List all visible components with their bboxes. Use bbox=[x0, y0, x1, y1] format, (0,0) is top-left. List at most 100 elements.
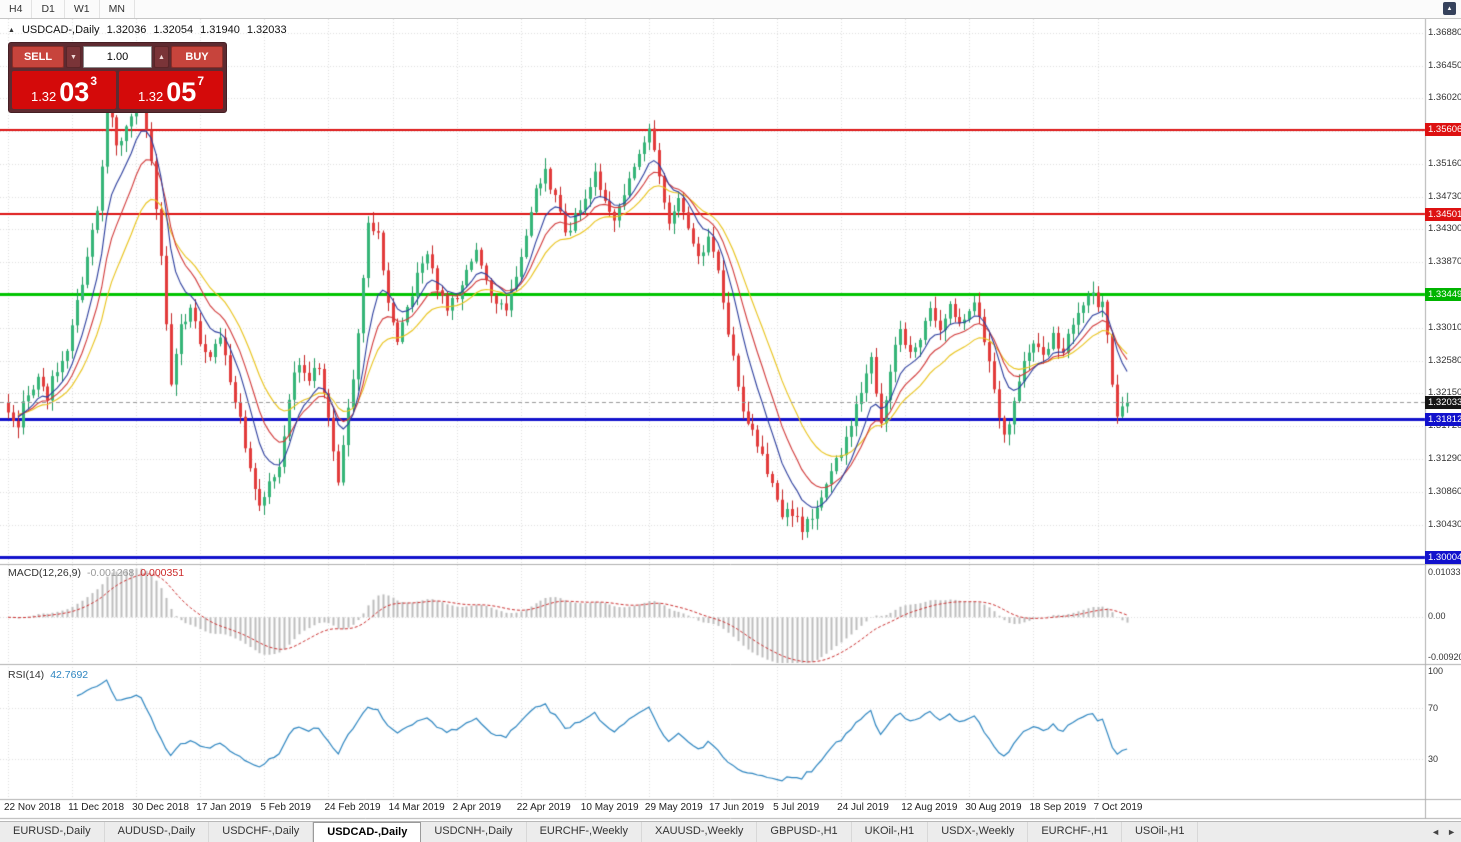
tabs-scroll-left-button[interactable]: ◄ bbox=[1431, 827, 1441, 837]
macd-main-value: -0.001268 bbox=[86, 567, 135, 579]
tab-scroll-controls: ◄ ► bbox=[1426, 822, 1461, 842]
ask-pipette: 7 bbox=[197, 74, 205, 88]
time-axis-label: 17 Jun 2019 bbox=[708, 802, 765, 813]
price-axis-label: 1.31290 bbox=[1428, 453, 1461, 465]
chart-ohlc-header: ▲ USDCAD-,Daily 1.32036 1.32054 1.31940 … bbox=[8, 24, 287, 36]
timeframe-toolbar: H4 D1 W1 MN ▲ bbox=[0, 0, 1461, 19]
time-axis-label: 24 Jul 2019 bbox=[837, 802, 889, 813]
chart-tab[interactable]: AUDUSD-,Daily bbox=[105, 822, 210, 842]
price-axis-label: 1.30860 bbox=[1428, 485, 1461, 497]
high-value: 1.32054 bbox=[153, 24, 194, 36]
price-line-badge[interactable]: 1.31812 bbox=[1425, 412, 1461, 426]
chart-tab[interactable]: UKOil-,H1 bbox=[852, 822, 929, 842]
price-axis-label: 1.34730 bbox=[1428, 190, 1461, 202]
volume-decrease-button[interactable]: ▼ bbox=[66, 46, 81, 68]
price-axis[interactable]: 1.36880 1.36450 1.36020 1.35160 1.34730 1.343… bbox=[1425, 19, 1461, 818]
toolbar-corner-button[interactable]: ▲ bbox=[1443, 2, 1456, 15]
macd-axis-max: 0.010331 bbox=[1428, 567, 1461, 577]
timeframe-button-w1[interactable]: W1 bbox=[65, 0, 100, 18]
price-axis-label: 1.35160 bbox=[1428, 157, 1461, 169]
time-axis-label: 5 Jul 2019 bbox=[773, 802, 820, 813]
sell-button[interactable]: SELL bbox=[12, 46, 64, 68]
rsi-name: RSI(14) bbox=[8, 669, 45, 681]
bid-big-digits: 03 bbox=[59, 77, 90, 107]
chevron-down-icon: ▼ bbox=[70, 53, 77, 61]
price-line-badge[interactable]: 1.33449 bbox=[1425, 287, 1461, 301]
chart-tabs: EURUSD-,Daily AUDUSD-,Daily USDCHF-,Daily U… bbox=[0, 822, 1426, 842]
timeframe-button-h4[interactable]: H4 bbox=[0, 0, 33, 18]
price-axis-label: 1.33870 bbox=[1428, 256, 1461, 268]
time-axis-label: 29 May 2019 bbox=[644, 802, 703, 813]
time-axis[interactable]: 22 Nov 2018 11 Dec 2018 30 Dec 2018 17 Jan … bbox=[0, 800, 1425, 817]
price-axis-label: 1.34300 bbox=[1428, 223, 1461, 235]
price-axis-label: 1.30430 bbox=[1428, 518, 1461, 530]
rsi-label: RSI(14) 42.7692 bbox=[8, 669, 88, 681]
bid-price-button[interactable]: 1.32 03 3 bbox=[12, 71, 116, 109]
ask-prefix: 1.32 bbox=[137, 89, 164, 104]
price-line-badge[interactable]: 1.30004 bbox=[1425, 550, 1461, 564]
chevron-up-icon: ▲ bbox=[158, 53, 165, 61]
price-axis-label: 1.36880 bbox=[1428, 26, 1461, 38]
chart-tab[interactable]: USDCHF-,Daily bbox=[209, 822, 314, 842]
chart-tab[interactable]: USDCAD-,Daily bbox=[313, 822, 422, 842]
time-axis-label: 11 Dec 2018 bbox=[68, 802, 125, 813]
ask-price-button[interactable]: 1.32 05 7 bbox=[119, 71, 223, 109]
macd-name: MACD(12,26,9) bbox=[8, 567, 81, 579]
one-click-trading-panel: SELL ▼ ▲ BUY 1.32 03 3 1.32 05 7 bbox=[8, 42, 227, 113]
collapse-icon[interactable]: ▲ bbox=[8, 26, 15, 34]
price-axis-label: 1.31720 bbox=[1428, 420, 1461, 432]
chart-tab[interactable]: GBPUSD-,H1 bbox=[757, 822, 852, 842]
price-axis-label: 1.36020 bbox=[1428, 92, 1461, 104]
volume-input[interactable] bbox=[83, 46, 152, 68]
trade-prices-row: 1.32 03 3 1.32 05 7 bbox=[12, 71, 223, 109]
price-axis-label: 1.32580 bbox=[1428, 354, 1461, 366]
macd-axis-zero: 0.00 bbox=[1428, 611, 1446, 622]
time-axis-label: 10 May 2019 bbox=[580, 802, 639, 813]
up-arrow-icon: ▲ bbox=[1446, 5, 1453, 12]
ask-big-digits: 05 bbox=[166, 77, 197, 107]
bid-prefix: 1.32 bbox=[30, 89, 57, 104]
chart-tab[interactable]: USDX-,Weekly bbox=[928, 822, 1029, 842]
time-axis-label: 17 Jan 2019 bbox=[196, 802, 252, 813]
time-axis-label: 5 Feb 2019 bbox=[260, 802, 311, 813]
trade-controls-row: SELL ▼ ▲ BUY bbox=[12, 46, 223, 68]
time-axis-label: 30 Dec 2018 bbox=[132, 802, 189, 813]
timeframe-buttons: H4 D1 W1 MN bbox=[0, 0, 135, 18]
rsi-axis-top: 100 bbox=[1428, 666, 1444, 676]
chart-tabs-bar: EURUSD-,Daily AUDUSD-,Daily USDCHF-,Daily U… bbox=[0, 821, 1461, 842]
rsi-axis-high: 70 bbox=[1428, 703, 1439, 714]
chart-tab[interactable]: EURCHF-,Weekly bbox=[527, 822, 642, 842]
price-axis-label: 1.32150 bbox=[1428, 387, 1461, 399]
chart-tab[interactable]: EURCHF-,H1 bbox=[1028, 822, 1122, 842]
close-value: 1.32033 bbox=[246, 24, 287, 36]
price-axis-label: 1.36450 bbox=[1428, 59, 1461, 71]
timeframe-button-d1[interactable]: D1 bbox=[32, 0, 65, 18]
low-value: 1.31940 bbox=[200, 24, 240, 36]
symbol-label: USDCAD-,Daily bbox=[21, 24, 100, 36]
timeframe-button-mn[interactable]: MN bbox=[100, 0, 135, 18]
price-line-badge[interactable]: 1.35606 bbox=[1425, 123, 1461, 137]
time-axis-label: 12 Aug 2019 bbox=[901, 802, 958, 813]
chart-tab[interactable]: XAUUSD-,Weekly bbox=[642, 822, 758, 842]
buy-button[interactable]: BUY bbox=[171, 46, 223, 68]
chart-tab[interactable]: USDCNH-,Daily bbox=[421, 822, 527, 842]
chart-tab[interactable]: USOil-,H1 bbox=[1122, 822, 1199, 842]
macd-signal-value: 0.000351 bbox=[140, 567, 185, 579]
macd-label: MACD(12,26,9) -0.001268 0.000351 bbox=[8, 567, 184, 579]
time-axis-label: 18 Sep 2019 bbox=[1029, 802, 1087, 813]
open-value: 1.32036 bbox=[106, 24, 147, 36]
volume-increase-button[interactable]: ▲ bbox=[154, 46, 169, 68]
time-axis-label: 7 Oct 2019 bbox=[1093, 802, 1143, 813]
rsi-axis-low: 30 bbox=[1428, 753, 1439, 764]
macd-axis-min: -0.009201 bbox=[1428, 652, 1461, 662]
current-price-badge: 1.32033 bbox=[1425, 395, 1461, 409]
tabs-scroll-right-button[interactable]: ► bbox=[1447, 827, 1456, 837]
bid-pipette: 3 bbox=[90, 74, 98, 88]
time-axis-label: 22 Nov 2018 bbox=[4, 802, 61, 813]
time-axis-label: 14 Mar 2019 bbox=[388, 802, 445, 813]
time-axis-label: 2 Apr 2019 bbox=[452, 802, 501, 813]
chart-tab[interactable]: EURUSD-,Daily bbox=[0, 822, 105, 842]
price-axis-label: 1.33010 bbox=[1428, 321, 1461, 333]
price-line-badge[interactable]: 1.34501 bbox=[1425, 207, 1461, 221]
